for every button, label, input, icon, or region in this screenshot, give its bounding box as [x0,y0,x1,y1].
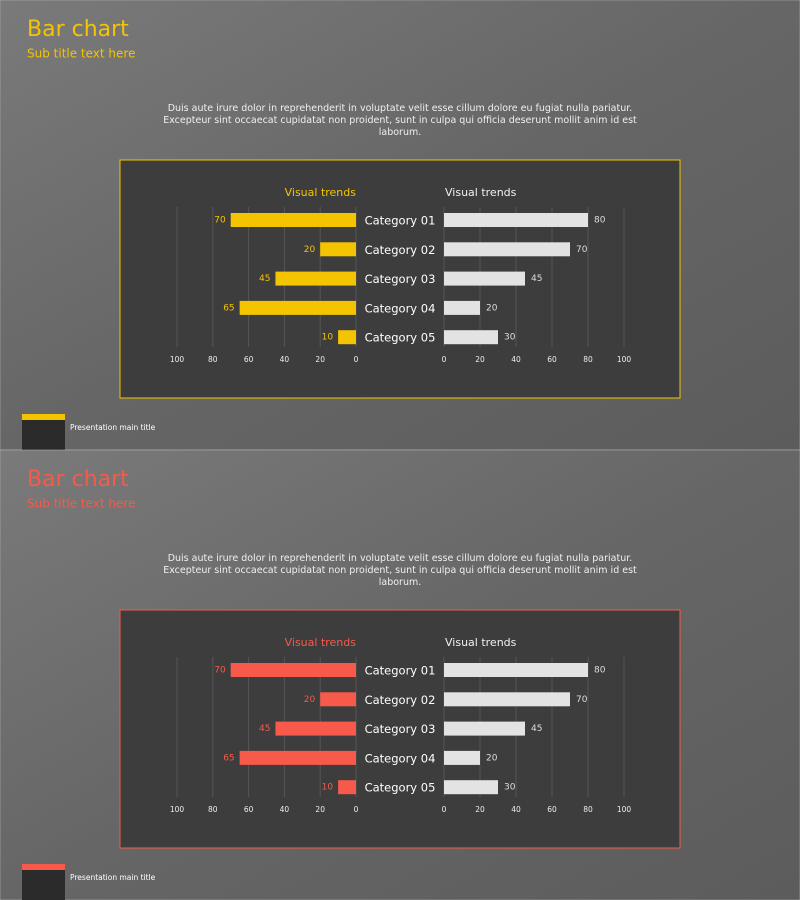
bar [338,780,356,795]
slide: Bar chart Sub title text here Duis aute ir… [0,449,800,900]
bar [230,663,356,677]
footer-accent [22,864,65,870]
slide: Bar chart Sub title text here Duis aute ir… [0,0,800,451]
value-label: 65 [223,303,234,313]
bar [320,692,356,707]
x-tick-label: 0 [442,805,447,814]
x-tick-label: 100 [617,805,632,814]
bar [230,213,356,227]
value-label: 70 [214,216,226,226]
body-box: Duis aute irure dolor in reprehenderit i… [163,103,637,138]
x-tick-label: 80 [583,805,593,814]
footer-accent [22,414,65,420]
x-tick-label: 60 [244,355,254,364]
x-tick-label: 80 [208,805,218,814]
bar [444,721,525,736]
value-label: 70 [576,695,588,705]
bar [239,300,356,315]
x-tick-label: 100 [617,355,632,364]
x-tick-label: 40 [280,355,290,364]
body-text: Duis aute irure dolor in reprehenderit i… [163,103,637,138]
category-label: Category 02 [365,693,436,707]
value-label: 45 [259,724,270,734]
x-tick-label: 80 [208,355,218,364]
category-label: Category 02 [365,243,436,257]
category-label: Category 05 [365,781,436,795]
bar [444,213,588,227]
x-tick-label: 0 [442,355,447,364]
value-label: 45 [531,724,542,734]
value-label: 20 [486,303,498,313]
slide-title: Bar chart [27,17,129,42]
category-label: Category 01 [365,214,436,228]
footer-block [22,420,65,450]
x-tick-label: 0 [354,805,359,814]
value-label: 10 [322,783,334,793]
series-title: Visual trends [285,636,357,649]
bar [320,242,356,257]
bar [444,300,480,315]
bar [444,242,570,257]
value-label: 45 [259,274,270,284]
slide-subtitle: Sub title text here [27,47,135,61]
category-label: Category 03 [365,272,436,286]
series-title: Visual trends [445,186,517,199]
category-label: Category 04 [365,751,436,765]
value-label: 30 [504,333,516,343]
x-tick-label: 40 [280,805,290,814]
x-tick-label: 20 [315,805,325,814]
series-title: Visual trends [285,186,357,199]
x-tick-label: 40 [511,805,521,814]
x-tick-label: 100 [170,805,185,814]
value-label: 70 [576,245,588,255]
series-title: Visual trends [445,636,517,649]
footer-text: Presentation main title [70,873,156,882]
x-tick-label: 40 [511,355,521,364]
value-label: 80 [594,666,606,676]
bar [444,663,588,677]
footer-text: Presentation main title [70,423,156,432]
body-text: Duis aute irure dolor in reprehenderit i… [163,553,637,588]
chart-panel [119,159,681,399]
bar [239,750,356,765]
value-label: 20 [304,695,316,705]
x-tick-label: 100 [170,355,185,364]
x-tick-label: 20 [315,355,325,364]
bar [338,330,356,345]
footer-block [22,870,65,900]
value-label: 45 [531,274,542,284]
bar [275,721,356,736]
x-tick-label: 60 [547,355,557,364]
value-label: 30 [504,783,516,793]
bar [444,750,480,765]
slide-title: Bar chart [27,467,129,492]
category-label: Category 04 [365,301,436,315]
x-tick-label: 20 [475,355,485,364]
bar [275,271,356,286]
x-tick-label: 20 [475,805,485,814]
x-tick-label: 60 [244,805,254,814]
x-tick-label: 60 [547,805,557,814]
slide-subtitle: Sub title text here [27,497,135,511]
value-label: 80 [594,216,606,226]
value-label: 20 [304,245,316,255]
chart-panel [119,609,681,849]
value-label: 65 [223,753,234,763]
category-label: Category 01 [365,664,436,678]
value-label: 20 [486,753,498,763]
bar [444,780,498,795]
body-box: Duis aute irure dolor in reprehenderit i… [163,553,637,588]
x-tick-label: 0 [354,355,359,364]
bar [444,330,498,345]
category-label: Category 03 [365,722,436,736]
bar [444,271,525,286]
value-label: 10 [322,333,334,343]
x-tick-label: 80 [583,355,593,364]
category-label: Category 05 [365,331,436,345]
value-label: 70 [214,666,226,676]
bar [444,692,570,707]
